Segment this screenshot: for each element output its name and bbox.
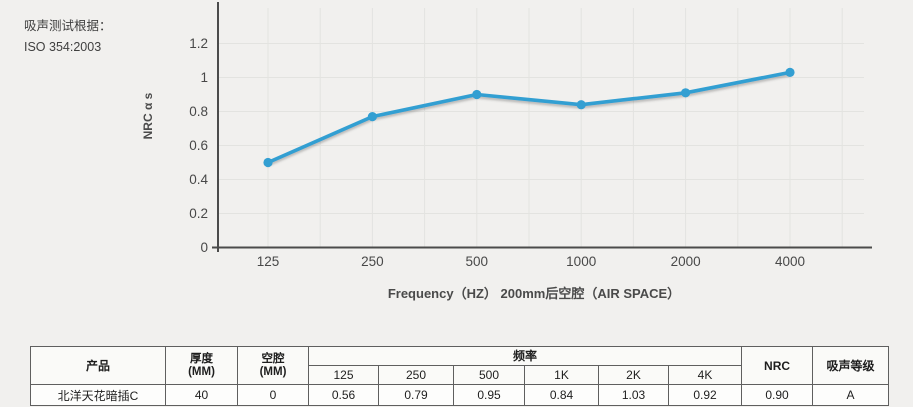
test-standard-note: 吸声测试根据： ISO 354:2003 xyxy=(24,16,112,58)
x-tick-label: 4000 xyxy=(775,254,805,269)
data-point xyxy=(576,100,586,110)
cell-grade: A xyxy=(812,384,890,406)
cell-freq-4k: 0.92 xyxy=(667,384,743,406)
col-header-nrc: NRC xyxy=(741,346,814,385)
x-axis-title: Frequency（HZ） 200mm后空腔（AIR SPACE） xyxy=(388,286,680,301)
y-tick-label: 0.6 xyxy=(189,138,208,153)
col-header-thickness: 厚度 (MM) xyxy=(165,346,238,385)
cell-nrc: 0.90 xyxy=(741,384,814,406)
y-tick-label: 0.4 xyxy=(189,172,208,187)
freq-subheader-250: 250 xyxy=(378,365,454,385)
data-point xyxy=(367,112,377,122)
col-header-grade: 吸声等级 xyxy=(812,346,890,385)
chart-canvas: 0 0.2 0.4 0.6 0.8 1 1.2 125 250 500 1000 2000 4000 NR… xyxy=(141,2,872,301)
absorption-data-table: 产品 厚度 (MM) 空腔 (MM) 频率 NRC 吸声等级 125 250 xyxy=(30,346,890,406)
cell-cavity: 0 xyxy=(237,384,309,406)
cavity-label: 空腔 xyxy=(261,352,285,365)
col-header-frequency-group: 频率 xyxy=(307,346,743,366)
cell-freq-2k: 1.03 xyxy=(598,384,669,406)
x-tick-label: 1000 xyxy=(566,254,596,269)
x-tick-label: 250 xyxy=(361,254,384,269)
cell-freq-1k: 0.84 xyxy=(524,384,599,406)
col-header-product: 产品 xyxy=(30,346,166,385)
freq-subheader-2k: 2K xyxy=(598,365,669,385)
thickness-label: 厚度 xyxy=(190,352,213,365)
nrc-series-line xyxy=(266,70,792,165)
test-standard-line1: 吸声测试根据： xyxy=(24,19,112,33)
data-point xyxy=(785,67,795,77)
y-tick-label: 0 xyxy=(200,240,208,255)
y-tick-label: 1.2 xyxy=(189,36,208,51)
cell-product: 北洋天花暗插C xyxy=(30,384,166,406)
data-point xyxy=(263,157,273,168)
x-tick-label: 125 xyxy=(257,254,280,269)
data-point xyxy=(472,89,482,100)
thickness-unit: (MM) xyxy=(188,365,215,378)
x-tick-label: 500 xyxy=(466,254,489,269)
col-header-cavity: 空腔 (MM) xyxy=(237,346,309,385)
cavity-unit: (MM) xyxy=(259,365,287,378)
freq-subheader-500: 500 xyxy=(453,365,525,385)
cell-freq-500: 0.95 xyxy=(453,384,525,406)
table-row: 北洋天花暗插C 40 0 0.56 0.79 0.95 0.84 1.03 0.… xyxy=(30,384,890,406)
freq-subheader-4k: 4K xyxy=(667,365,743,385)
test-standard-line2: ISO 354:2003 xyxy=(24,40,102,54)
freq-subheader-1k: 1K xyxy=(524,365,599,385)
y-tick-label: 0.8 xyxy=(189,104,208,119)
absorption-table-wrap: 产品 厚度 (MM) 空腔 (MM) 频率 NRC 吸声等级 125 250 xyxy=(30,346,890,406)
cell-thickness: 40 xyxy=(165,384,238,406)
data-point xyxy=(681,88,691,98)
cell-freq-250: 0.79 xyxy=(378,384,454,406)
y-axis-title: NRC α s xyxy=(141,92,155,139)
x-tick-label: 2000 xyxy=(671,254,701,269)
nrc-frequency-line-chart: 0 0.2 0.4 0.6 0.8 1 1.2 125 250 500 1000 2000 4000 NR… xyxy=(141,2,872,301)
cell-freq-125: 0.56 xyxy=(308,384,379,406)
y-tick-label: 1 xyxy=(200,70,208,85)
y-tick-label: 0.2 xyxy=(189,206,208,221)
freq-subheader-125: 125 xyxy=(308,365,379,385)
